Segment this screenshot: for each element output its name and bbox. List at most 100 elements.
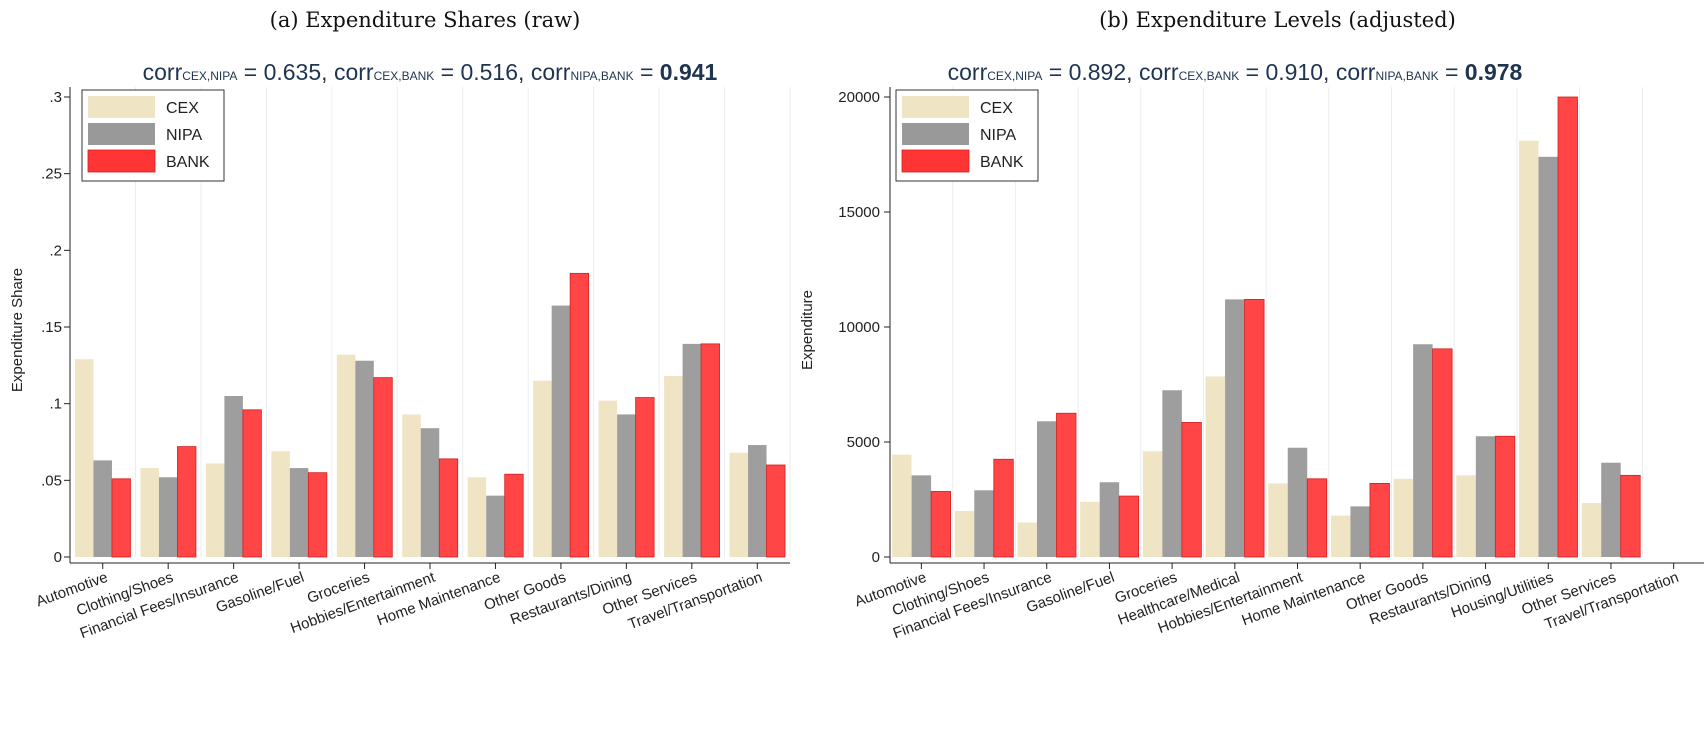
bar-nipa — [486, 495, 505, 557]
y-tick-label: .3 — [49, 89, 62, 106]
bar-bank — [1432, 348, 1453, 558]
bar-nipa — [1538, 156, 1559, 558]
corr-value: = 0.910, — [1239, 59, 1336, 85]
corr-word: corr — [1336, 59, 1376, 85]
y-tick-label: .1 — [49, 396, 62, 413]
bar-nipa — [1413, 344, 1433, 557]
corr-subscript: CEX,BANK — [374, 69, 435, 83]
bar-nipa — [93, 460, 112, 557]
y-tick-label: 20000 — [838, 89, 880, 106]
panel-b-caption: (b) Expenditure Levels (adjusted) — [1099, 8, 1456, 32]
bar-nipa — [974, 490, 994, 557]
legend-label: BANK — [166, 154, 210, 171]
bar-nipa — [748, 445, 767, 557]
bar-nipa — [224, 396, 243, 557]
bar-cex — [74, 359, 94, 557]
bar-bank — [569, 272, 590, 558]
bar-nipa — [1225, 299, 1245, 557]
bar-bank — [1494, 435, 1516, 558]
corr-value: = 0.892, — [1042, 59, 1139, 85]
corr-subscript: NIPA,BANK — [570, 69, 633, 83]
y-tick-label: .05 — [41, 472, 62, 489]
corr-word: corr — [143, 59, 183, 85]
bar-bank — [1306, 478, 1328, 558]
bar-cex — [336, 354, 356, 557]
bar-bank — [1181, 422, 1202, 558]
corr-title: corrCEX,NIPA = 0.892, corrCEX,BANK = 0.9… — [948, 59, 1523, 85]
bar-bank — [1118, 495, 1140, 558]
bar-cex — [598, 400, 618, 557]
corr-subscript: CEX,BANK — [1179, 69, 1240, 83]
legend-label: CEX — [980, 100, 1013, 117]
bar-nipa — [551, 305, 571, 557]
y-tick-label: 5000 — [847, 434, 880, 451]
bar-nipa — [682, 343, 702, 557]
corr-value-bold: 0.978 — [1465, 59, 1523, 85]
bar-cex — [729, 452, 749, 557]
corr-value: = — [1439, 59, 1465, 85]
bar-bank — [1369, 482, 1390, 558]
corr-word: corr — [1139, 59, 1179, 85]
legend-swatch-cex — [88, 96, 155, 118]
bar-cex — [1456, 475, 1476, 557]
corr-subscript: NIPA,BANK — [1375, 69, 1438, 83]
bar-nipa — [911, 475, 932, 557]
corr-title: corrCEX,NIPA = 0.635, corrCEX,BANK = 0.5… — [143, 59, 718, 85]
legend-swatch-nipa — [902, 123, 969, 145]
bar-cex — [140, 468, 159, 557]
corr-word: corr — [531, 59, 571, 85]
bar-bank — [1244, 298, 1265, 558]
legend-label: BANK — [980, 154, 1024, 171]
bar-cex — [271, 451, 290, 557]
legend-swatch-bank — [87, 149, 156, 173]
bar-cex — [1205, 376, 1226, 557]
bar-nipa — [1287, 447, 1308, 557]
y-tick-label: .15 — [41, 319, 62, 336]
y-tick-label: 0 — [872, 549, 880, 566]
legend-label: NIPA — [980, 127, 1016, 144]
legend-swatch-nipa — [88, 123, 155, 145]
bar-bank — [993, 458, 1014, 558]
legend-swatch-cex — [902, 96, 969, 118]
bar-nipa — [289, 468, 309, 557]
corr-value-bold: 0.941 — [660, 59, 718, 85]
bar-cex — [1017, 522, 1037, 557]
bar-nipa — [1601, 462, 1621, 557]
bar-nipa — [1036, 421, 1057, 557]
bar-bank — [438, 458, 459, 558]
bar-bank — [1557, 96, 1578, 558]
bar-cex — [1080, 501, 1100, 557]
corr-value: = — [634, 59, 660, 85]
bar-cex — [1393, 478, 1414, 557]
panel-a-caption: (a) Expenditure Shares (raw) — [269, 8, 581, 32]
bar-bank — [504, 473, 524, 558]
bar-bank — [242, 409, 262, 558]
bar-bank — [635, 397, 655, 558]
bar-bank — [307, 472, 328, 558]
y-tick-label: .25 — [41, 166, 62, 183]
y-tick-label: 10000 — [838, 319, 880, 336]
bar-cex — [533, 380, 552, 557]
bar-nipa — [158, 477, 178, 557]
corr-subscript: CEX,NIPA — [182, 69, 237, 83]
bar-cex — [467, 477, 487, 557]
bar-bank — [111, 478, 131, 558]
bar-cex — [1142, 451, 1163, 557]
bar-nipa — [617, 414, 636, 557]
legend: CEX NIPA BANK — [895, 89, 1039, 182]
legend-label: NIPA — [166, 127, 202, 144]
bar-nipa — [1162, 390, 1182, 557]
bar-bank — [930, 491, 951, 558]
bar-cex — [892, 454, 912, 557]
legend-swatch-bank — [901, 149, 970, 173]
y-tick-label: 15000 — [838, 204, 880, 221]
bar-bank — [373, 377, 393, 558]
bar-cex — [664, 376, 683, 557]
bar-nipa — [1475, 436, 1496, 557]
y-axis-label: Expenditure Share — [9, 268, 26, 392]
bar-cex — [954, 511, 975, 557]
bar-cex — [402, 414, 421, 557]
bar-nipa — [420, 428, 440, 557]
legend: CEX NIPA BANK — [81, 89, 225, 182]
